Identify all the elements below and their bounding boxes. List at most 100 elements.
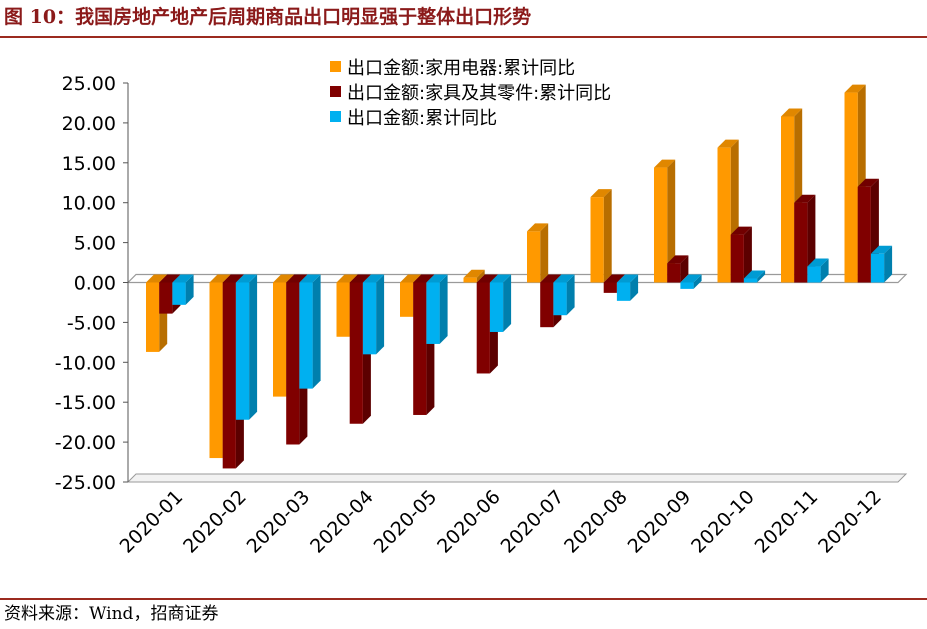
bar-front [616, 282, 631, 301]
y-tick-label: 15.00 [62, 153, 116, 175]
bar-top [540, 274, 562, 283]
bar-top [743, 270, 766, 279]
bar-front [527, 231, 541, 283]
y-tick-label: -20.00 [55, 432, 116, 454]
bar-side [630, 274, 639, 301]
bar-2020-09-series-1 [654, 159, 676, 283]
y-tick-label: -10.00 [55, 352, 116, 374]
bar-side [566, 274, 575, 316]
bar-top [336, 274, 358, 283]
bar-front [590, 197, 604, 283]
bar-top [159, 274, 181, 283]
bar-front [870, 253, 885, 283]
bar-side [503, 274, 512, 332]
bar-front [235, 282, 250, 420]
bar-front [426, 282, 440, 344]
bar-top [667, 255, 689, 264]
x-tick-label: 2020-10 [687, 486, 759, 558]
x-tick-label: 2020-01 [116, 486, 188, 558]
bar-top [794, 194, 816, 203]
bar-side [540, 223, 549, 283]
bar-front [273, 282, 287, 397]
bar-side [249, 274, 258, 420]
bar-top [857, 178, 879, 187]
bar-front [209, 282, 223, 459]
y-tick-label: 0.00 [74, 273, 116, 295]
bar-side [439, 274, 448, 344]
bar-side [476, 269, 485, 283]
chart-title: 图 10：我国房地产地产后周期商品出口明显强于整体出口形势 [4, 2, 531, 32]
bottom-divider [0, 598, 927, 600]
x-tick-label: 2020-08 [560, 486, 632, 558]
bar-2020-07-series-1 [527, 223, 549, 283]
legend-item-furniture: 出口金额:家具及其零件:累计同比 [330, 79, 611, 104]
bar-top [616, 274, 639, 283]
bar-front [172, 282, 186, 305]
legend-swatch-furniture [330, 86, 341, 97]
zero-plane [126, 273, 908, 284]
bar-front [857, 186, 871, 283]
bar-top [870, 245, 893, 254]
bar-side [820, 258, 829, 283]
y-tick-label: 20.00 [62, 113, 116, 135]
y-tick-label: -25.00 [55, 472, 116, 494]
bar-2020-09-series-2 [667, 255, 689, 283]
bar-side [680, 255, 689, 283]
x-tick-label: 2020-04 [306, 486, 378, 558]
x-tick-label: 2020-02 [179, 486, 251, 558]
bar-front [476, 282, 490, 374]
bar-side [743, 226, 752, 283]
bar-side [667, 159, 676, 283]
bar-top [413, 274, 435, 283]
x-tick-label: 2020-05 [370, 486, 442, 558]
bar-2020-01-series-3 [172, 274, 194, 305]
bar-side [603, 189, 612, 283]
bar-front [336, 282, 350, 337]
bar-top [463, 269, 485, 278]
legend-label-appliances: 出口金额:家用电器:累计同比 [347, 57, 576, 79]
bar-2020-09-series-3 [680, 274, 702, 289]
bar-top [717, 139, 739, 148]
bar-2020-12-series-3 [870, 245, 893, 283]
bar-top [286, 274, 308, 283]
bar-front [299, 282, 313, 389]
bar-side [884, 245, 893, 283]
bar-2020-06-series-3 [489, 274, 512, 332]
bar-front [807, 266, 821, 283]
bar-side [185, 274, 194, 305]
bar-2020-08-series-3 [616, 274, 639, 301]
bar-front [730, 234, 744, 283]
figure-label: 图 10： [4, 6, 76, 28]
bar-top [781, 108, 803, 117]
bar-2020-05-series-3 [426, 274, 448, 344]
bar-2020-08-series-1 [590, 189, 612, 283]
bar-front [362, 282, 377, 355]
bar-top [146, 274, 168, 283]
y-tick-label: 5.00 [74, 233, 116, 255]
bar-front [667, 263, 681, 283]
bar-top [844, 84, 866, 93]
legend-swatch-total [330, 111, 341, 122]
x-tick-label: 2020-11 [751, 486, 823, 558]
bar-2020-03-series-3 [299, 274, 321, 389]
bar-top [553, 274, 575, 283]
legend: 出口金额:家用电器:累计同比 出口金额:家具及其零件:累计同比 出口金额:累计同… [330, 54, 611, 129]
bar-top [222, 274, 244, 283]
bar-front [489, 282, 504, 332]
bar-top [476, 274, 498, 283]
bar-chart: 25.00 20.00 15.00 10.00 5.00 0.00 -5.00 -10.00 -… [55, 73, 908, 558]
bar-front [349, 282, 363, 424]
bar-top [299, 274, 321, 283]
bar-front [413, 282, 427, 415]
bar-2020-10-series-2 [730, 226, 752, 283]
legend-item-total: 出口金额:累计同比 [330, 104, 611, 129]
top-divider [0, 36, 927, 38]
y-tick-label: -5.00 [67, 312, 116, 334]
bar-2020-06-series-1 [463, 269, 485, 283]
y-tick-label: -15.00 [55, 392, 116, 414]
bar-side [312, 274, 321, 389]
bar-top [349, 274, 371, 283]
bar-2020-07-series-3 [553, 274, 575, 316]
bar-2020-11-series-3 [807, 258, 829, 283]
bar-top [172, 274, 194, 283]
